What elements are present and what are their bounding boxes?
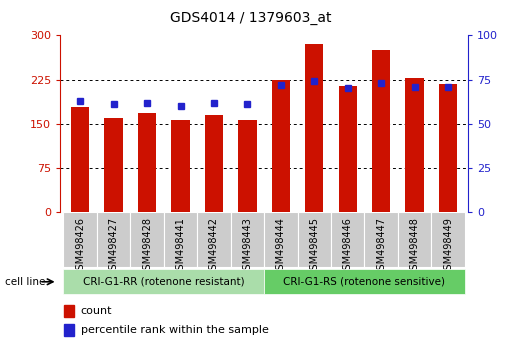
Text: CRI-G1-RS (rotenone sensitive): CRI-G1-RS (rotenone sensitive) bbox=[283, 277, 446, 287]
Text: GSM498442: GSM498442 bbox=[209, 217, 219, 276]
Bar bbox=[138, 113, 156, 212]
Bar bbox=[231, 212, 264, 267]
Bar bbox=[331, 212, 365, 267]
Bar bbox=[164, 212, 197, 267]
Bar bbox=[264, 269, 465, 294]
Bar bbox=[264, 212, 298, 267]
Bar bbox=[205, 115, 223, 212]
Bar bbox=[398, 212, 431, 267]
Bar bbox=[97, 212, 130, 267]
Bar bbox=[197, 212, 231, 267]
Bar bbox=[338, 86, 357, 212]
Text: GSM498446: GSM498446 bbox=[343, 217, 353, 276]
Bar bbox=[365, 212, 398, 267]
Bar bbox=[64, 324, 74, 336]
Bar bbox=[298, 212, 331, 267]
Bar bbox=[105, 118, 123, 212]
Bar bbox=[271, 80, 290, 212]
Text: GSM498426: GSM498426 bbox=[75, 217, 85, 276]
Text: cell line: cell line bbox=[5, 277, 46, 287]
Text: CRI-G1-RR (rotenone resistant): CRI-G1-RR (rotenone resistant) bbox=[83, 277, 245, 287]
Bar bbox=[238, 120, 257, 212]
Bar bbox=[172, 120, 190, 212]
Text: GSM498427: GSM498427 bbox=[109, 217, 119, 276]
Bar bbox=[71, 107, 89, 212]
Text: GSM498445: GSM498445 bbox=[309, 217, 319, 276]
Text: GSM498449: GSM498449 bbox=[443, 217, 453, 276]
Text: GSM498443: GSM498443 bbox=[242, 217, 253, 276]
Text: GSM498447: GSM498447 bbox=[376, 217, 386, 276]
Bar bbox=[305, 44, 323, 212]
Bar bbox=[405, 78, 424, 212]
Text: GSM498441: GSM498441 bbox=[176, 217, 186, 276]
Bar bbox=[63, 212, 97, 267]
Text: percentile rank within the sample: percentile rank within the sample bbox=[81, 325, 268, 335]
Text: GSM498444: GSM498444 bbox=[276, 217, 286, 276]
Text: count: count bbox=[81, 306, 112, 316]
Bar bbox=[130, 212, 164, 267]
Text: GSM498448: GSM498448 bbox=[410, 217, 419, 276]
Bar bbox=[431, 212, 465, 267]
Bar bbox=[64, 305, 74, 317]
Bar bbox=[372, 50, 390, 212]
Text: GDS4014 / 1379603_at: GDS4014 / 1379603_at bbox=[170, 11, 332, 25]
Bar bbox=[63, 269, 264, 294]
Bar bbox=[439, 84, 457, 212]
Text: GSM498428: GSM498428 bbox=[142, 217, 152, 276]
